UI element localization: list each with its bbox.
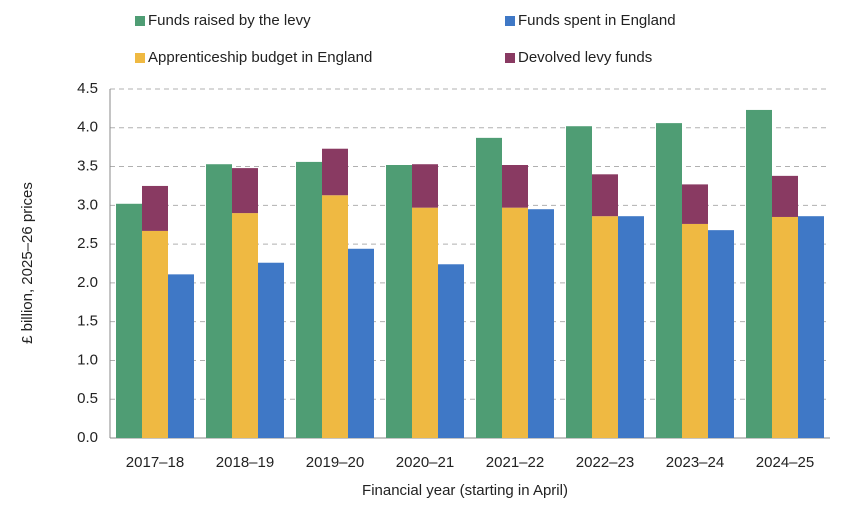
bar — [322, 148, 348, 196]
y-tick-label: 0.5 — [77, 390, 98, 407]
bar — [592, 174, 618, 217]
bar — [502, 165, 528, 208]
bar — [682, 184, 708, 224]
legend-swatch — [135, 16, 145, 26]
bar — [528, 209, 554, 438]
bar — [348, 248, 374, 438]
bar — [322, 195, 348, 438]
bar — [772, 216, 798, 438]
legend-label: Funds spent in England — [518, 12, 676, 29]
legend-swatch — [505, 53, 515, 63]
y-tick-label: 4.5 — [77, 80, 98, 97]
bar — [296, 161, 322, 438]
bar — [708, 230, 734, 438]
y-tick-label: 1.5 — [77, 313, 98, 330]
legend-label: Funds raised by the levy — [148, 12, 311, 29]
bar — [746, 109, 772, 438]
bar — [772, 175, 798, 217]
x-tick-label: 2017–18 — [126, 454, 184, 471]
bar — [412, 164, 438, 208]
bar — [682, 223, 708, 438]
x-axis-label: Financial year (starting in April) — [362, 482, 568, 499]
bar — [232, 213, 258, 438]
legend-swatch — [135, 53, 145, 63]
bar — [798, 216, 824, 438]
legend-label: Devolved levy funds — [518, 49, 652, 66]
bar — [386, 165, 412, 438]
y-tick-label: 2.0 — [77, 274, 98, 291]
x-tick-label: 2018–19 — [216, 454, 274, 471]
x-tick-label: 2022–23 — [576, 454, 634, 471]
bar — [438, 264, 464, 438]
bar — [412, 207, 438, 438]
bar — [258, 262, 284, 438]
bar — [168, 274, 194, 438]
legend-label: Apprenticeship budget in England — [148, 49, 372, 66]
bar — [618, 216, 644, 438]
y-tick-label: 3.0 — [77, 196, 98, 213]
x-tick-label: 2020–21 — [396, 454, 454, 471]
bar — [566, 126, 592, 438]
bar — [206, 164, 232, 438]
bar — [592, 216, 618, 438]
legend-swatch — [505, 16, 515, 26]
bar — [656, 123, 682, 438]
x-tick-label: 2024–25 — [756, 454, 814, 471]
y-tick-label: 3.5 — [77, 158, 98, 175]
y-tick-label: 1.0 — [77, 351, 98, 368]
x-tick-label: 2021–22 — [486, 454, 544, 471]
bar — [232, 168, 258, 214]
y-tick-label: 0.0 — [77, 429, 98, 446]
bar — [116, 203, 142, 438]
bar — [142, 185, 168, 231]
x-tick-label: 2023–24 — [666, 454, 724, 471]
bar — [142, 230, 168, 438]
y-axis-label: £ billion, 2025–26 prices — [19, 182, 36, 344]
y-tick-label: 2.5 — [77, 235, 98, 252]
bar — [476, 137, 502, 439]
bar — [502, 207, 528, 438]
y-tick-label: 4.0 — [77, 119, 98, 136]
x-tick-label: 2019–20 — [306, 454, 364, 471]
